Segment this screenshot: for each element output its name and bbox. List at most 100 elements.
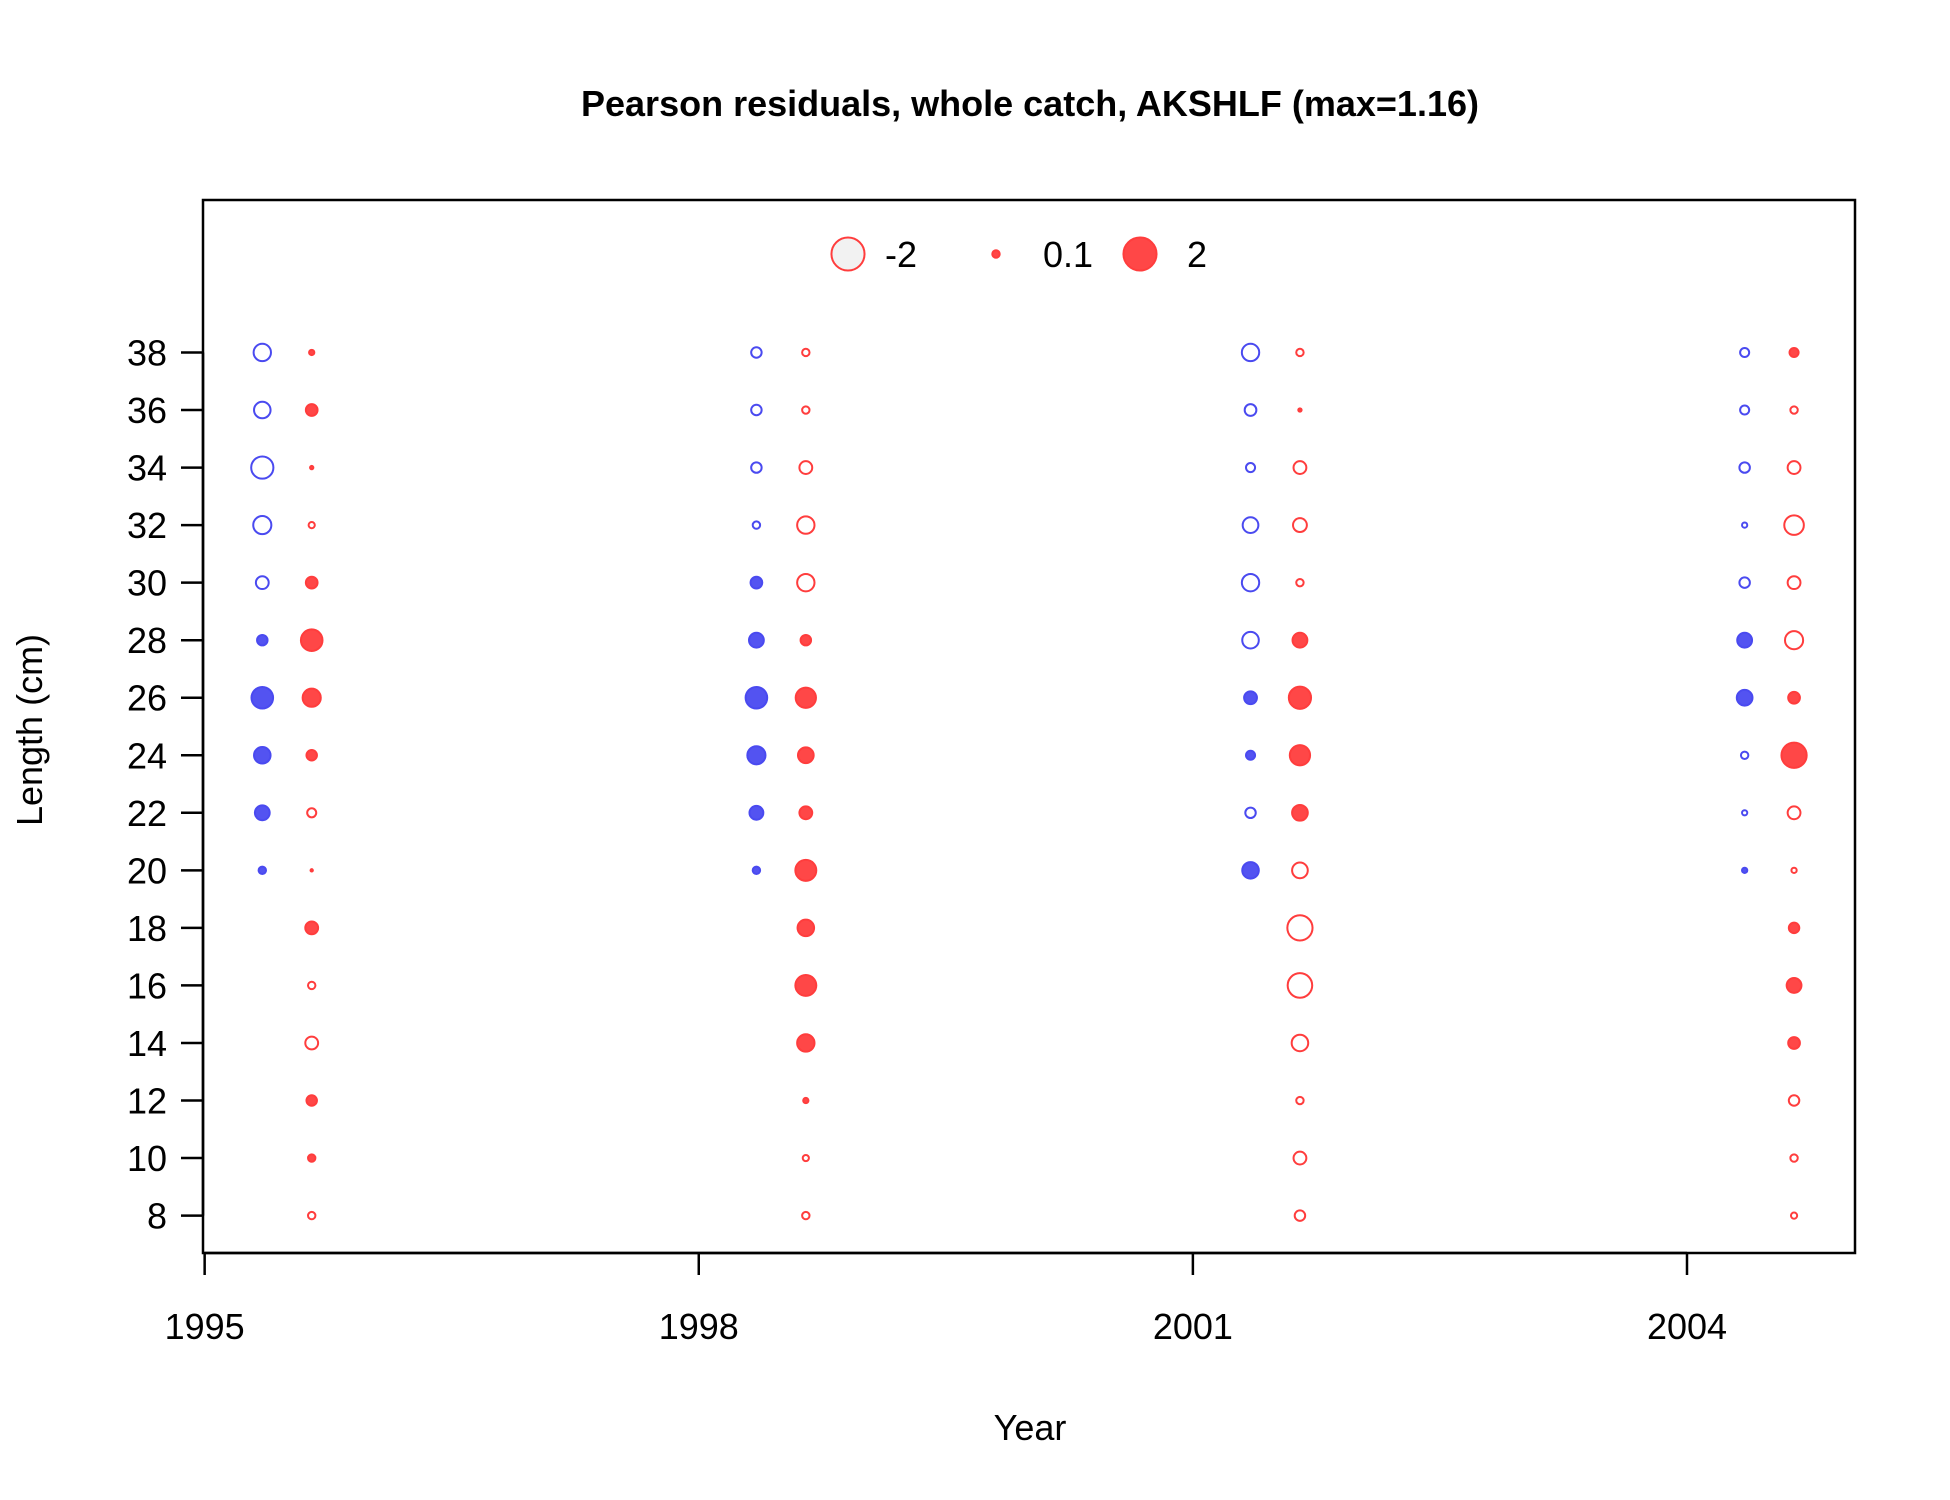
residual-bubble-male bbox=[309, 868, 314, 873]
residual-bubble-female bbox=[1244, 749, 1257, 761]
residual-bubble-male bbox=[1787, 1036, 1801, 1050]
residual-bubble-female bbox=[1741, 866, 1749, 874]
residual-bubble-male bbox=[794, 973, 818, 997]
residual-bubble-female bbox=[1741, 809, 1749, 817]
residual-bubble-female bbox=[751, 865, 762, 876]
chart-title: Pearson residuals, whole catch, AKSHLF (… bbox=[581, 83, 1479, 124]
residual-bubble-male bbox=[802, 1096, 810, 1105]
residual-bubble-female bbox=[744, 685, 769, 710]
y-tick-label: 26 bbox=[127, 678, 167, 719]
y-tick-label: 36 bbox=[127, 390, 167, 431]
y-tick-label: 10 bbox=[127, 1138, 167, 1179]
x-axis: 1995 1998 2001 2004 bbox=[165, 1251, 1727, 1347]
residual-bubble-male bbox=[1291, 631, 1309, 649]
residual-bubble-female bbox=[751, 520, 762, 530]
residual-bubble-female bbox=[1735, 688, 1754, 707]
residual-bubble-female bbox=[253, 745, 272, 765]
residual-bubble-female bbox=[1738, 461, 1751, 474]
residual-bubble-female bbox=[1244, 462, 1257, 474]
residual-bubble-male bbox=[1286, 914, 1314, 942]
residual-bubble-male bbox=[1291, 861, 1309, 880]
residual-bubble-male bbox=[304, 1035, 320, 1051]
residual-bubble-male bbox=[794, 686, 817, 709]
residual-bubble-female bbox=[253, 804, 271, 822]
x-tick-label: 2004 bbox=[1647, 1306, 1727, 1347]
y-tick-label: 12 bbox=[127, 1081, 167, 1122]
residual-bubble-female bbox=[1241, 516, 1260, 534]
residual-bubble-male bbox=[1788, 346, 1800, 359]
residual-bubble-male bbox=[796, 746, 815, 765]
residual-bubble-female bbox=[1241, 861, 1260, 880]
residual-bubble-male bbox=[1789, 1153, 1799, 1163]
legend-label: 2 bbox=[1187, 234, 1207, 275]
residual-bubble-male bbox=[309, 464, 315, 471]
y-axis: 8 10 12 14 16 18 20 22 24 26 28 30 32 34 36 38 bbox=[127, 332, 205, 1237]
residual-bubble-male bbox=[1292, 460, 1308, 475]
residual-bubble-male bbox=[1286, 972, 1314, 999]
residual-bubble-female bbox=[749, 575, 764, 590]
residual-bubble-male bbox=[1780, 741, 1808, 769]
residual-bubble-female bbox=[748, 631, 765, 649]
residual-bubble-female bbox=[1738, 576, 1751, 589]
data-points bbox=[250, 342, 1808, 1222]
legend-bubble bbox=[1122, 236, 1158, 272]
x-axis-title: Year bbox=[994, 1407, 1067, 1448]
residual-bubble-female bbox=[746, 745, 767, 766]
residual-bubble-female bbox=[256, 633, 269, 647]
residual-bubble-male bbox=[801, 347, 811, 358]
residual-bubble-male bbox=[801, 405, 811, 415]
residual-bubble-male bbox=[796, 1033, 816, 1053]
residual-bubble-female bbox=[254, 575, 270, 591]
residual-bubble-male bbox=[1789, 1211, 1799, 1220]
residual-bubble-male bbox=[801, 1153, 810, 1163]
residual-bubble-male bbox=[301, 687, 322, 708]
residual-bubble-male bbox=[1786, 805, 1802, 821]
residual-bubble-male bbox=[1292, 1150, 1308, 1166]
residual-bubble-male bbox=[305, 749, 318, 762]
residual-bubble-female bbox=[1739, 750, 1750, 760]
residual-bubble-female bbox=[1741, 521, 1749, 529]
residual-bubble-male bbox=[1288, 744, 1312, 767]
residual-bubble-male bbox=[1291, 803, 1309, 822]
y-tick-label: 28 bbox=[127, 620, 167, 661]
residual-bubble-male bbox=[1790, 866, 1798, 874]
legend-bubble bbox=[830, 236, 866, 272]
residual-bubble-female bbox=[1240, 342, 1261, 363]
y-tick-label: 20 bbox=[127, 850, 167, 891]
residual-bubble-male bbox=[798, 805, 814, 821]
residual-bubble-male bbox=[304, 575, 319, 590]
y-axis-title: Length (cm) bbox=[9, 634, 50, 826]
residual-bubble-male bbox=[1293, 1209, 1307, 1222]
residual-bubble-male bbox=[307, 521, 316, 530]
residual-bubble-male bbox=[308, 348, 316, 357]
residual-bubble-male bbox=[304, 403, 319, 417]
y-tick-label: 16 bbox=[127, 965, 167, 1006]
residual-bubble-female bbox=[252, 342, 272, 363]
y-tick-label: 30 bbox=[127, 563, 167, 604]
residual-bubble-male bbox=[307, 1210, 317, 1221]
residual-bubble-female bbox=[750, 461, 763, 474]
residual-bubble-male bbox=[307, 1153, 317, 1163]
residual-bubble-male bbox=[801, 1210, 811, 1221]
residual-bubble-male bbox=[1295, 1095, 1305, 1106]
residual-bubble-male bbox=[1783, 514, 1805, 536]
residual-bubble-male bbox=[305, 1094, 318, 1107]
residual-bubble-male bbox=[1290, 1033, 1310, 1053]
x-tick-label: 1998 bbox=[659, 1306, 739, 1347]
residual-bubble-male bbox=[1787, 690, 1801, 705]
legend-label: -2 bbox=[885, 234, 917, 275]
residual-bubble-male bbox=[306, 807, 318, 819]
residual-bubble-male bbox=[1287, 685, 1313, 710]
y-tick-label: 34 bbox=[127, 448, 167, 489]
residual-bubble-male bbox=[1786, 575, 1802, 591]
residual-bubble-female bbox=[1244, 806, 1257, 820]
y-tick-label: 14 bbox=[127, 1023, 167, 1064]
residual-bubble-female bbox=[1739, 404, 1751, 416]
residual-bubble-female bbox=[1736, 631, 1754, 649]
plot-frame bbox=[201, 198, 1857, 1255]
residual-bubble-male bbox=[794, 858, 818, 882]
residual-bubble-female bbox=[750, 403, 763, 417]
residual-bubble-female bbox=[252, 515, 273, 536]
x-tick-label: 1995 bbox=[165, 1306, 245, 1347]
residual-bubble-female bbox=[750, 346, 763, 359]
